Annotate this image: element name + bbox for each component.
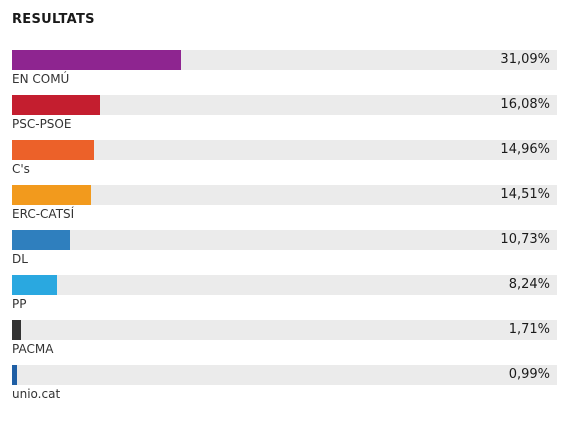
bar-fill <box>12 320 22 340</box>
bar-track: 16,08% <box>12 95 557 115</box>
bar-value-label: 14,51% <box>500 187 550 202</box>
bar-fill <box>12 365 18 385</box>
bar-row: 14,51% ERC-CATSÍ <box>12 185 557 230</box>
bar-row: 10,73% DL <box>12 230 557 275</box>
bar-value-label: 10,73% <box>500 232 550 247</box>
results-bar-chart: 31,09% EN COMÚ 16,08% PSC-PSOE 14,96% C's 14,5… <box>12 50 557 410</box>
bar-track: 8,24% <box>12 275 557 295</box>
party-label: ERC-CATSÍ <box>12 207 75 221</box>
bar-row: 8,24% PP <box>12 275 557 320</box>
party-label: PACMA <box>12 342 54 356</box>
bar-value-label: 1,71% <box>508 322 550 337</box>
bar-value-label: 14,96% <box>500 142 550 157</box>
chart-title: RESULTATS <box>12 12 95 27</box>
bar-fill <box>12 230 71 250</box>
bar-value-label: 31,09% <box>500 52 550 67</box>
bar-row: 1,71% PACMA <box>12 320 557 365</box>
bar-value-label: 0,99% <box>508 367 550 382</box>
party-label: EN COMÚ <box>12 72 70 86</box>
bar-track: 10,73% <box>12 230 557 250</box>
bar-row: 14,96% C's <box>12 140 557 185</box>
bar-fill <box>12 275 57 295</box>
bar-fill <box>12 50 182 70</box>
bar-row: 16,08% PSC-PSOE <box>12 95 557 140</box>
bar-row: 31,09% EN COMÚ <box>12 50 557 95</box>
party-label: PSC-PSOE <box>12 117 72 131</box>
bar-track: 31,09% <box>12 50 557 70</box>
bar-value-label: 8,24% <box>508 277 550 292</box>
bar-track: 1,71% <box>12 320 557 340</box>
bar-fill <box>12 140 94 160</box>
bar-fill <box>12 185 92 205</box>
party-label: PP <box>12 297 27 311</box>
bar-fill <box>12 95 100 115</box>
bar-track: 14,96% <box>12 140 557 160</box>
bar-track: 0,99% <box>12 365 557 385</box>
party-label: unio.cat <box>12 387 61 401</box>
party-label: C's <box>12 162 30 176</box>
bar-value-label: 16,08% <box>500 97 550 112</box>
party-label: DL <box>12 252 28 266</box>
bar-track: 14,51% <box>12 185 557 205</box>
bar-row: 0,99% unio.cat <box>12 365 557 410</box>
